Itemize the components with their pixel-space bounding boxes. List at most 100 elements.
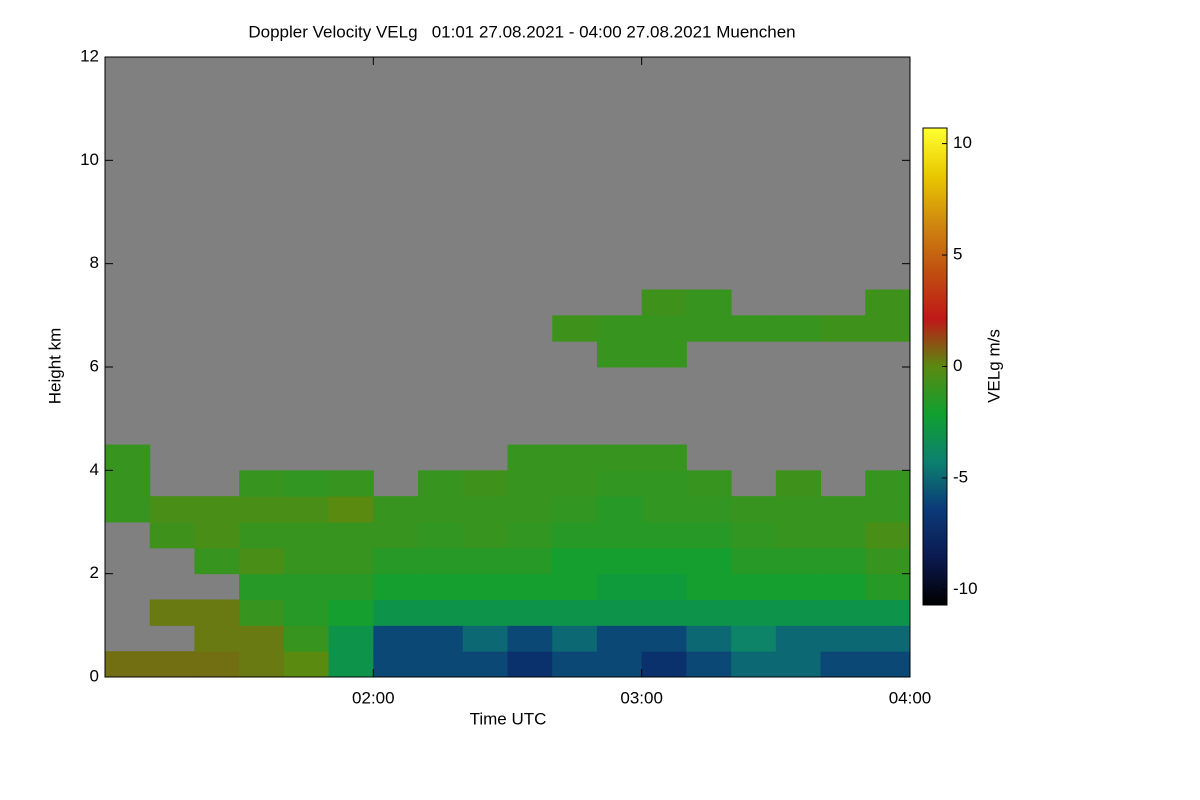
- heatmap-cell: [596, 341, 643, 368]
- heatmap-cell: [775, 573, 822, 600]
- heatmap-cell: [462, 470, 508, 497]
- heatmap-cell: [373, 573, 419, 600]
- heatmap-cell: [507, 547, 553, 575]
- heatmap-cell: [820, 522, 866, 549]
- heatmap-cell: [775, 625, 822, 652]
- heatmap-cell: [239, 573, 285, 600]
- heatmap-cell: [865, 599, 911, 626]
- y-tick-label: 0: [90, 666, 99, 685]
- heatmap-cell: [686, 289, 732, 316]
- heatmap-cell: [641, 522, 687, 549]
- heatmap-cell: [865, 470, 911, 497]
- colorbar-tick-label: 0: [953, 356, 962, 375]
- heatmap-cell: [641, 547, 687, 575]
- heatmap-cell: [507, 651, 553, 678]
- heatmap-cell: [641, 573, 687, 600]
- heatmap-cell: [596, 547, 643, 575]
- y-tick-label: 12: [80, 46, 99, 65]
- y-axis-label: Height km: [45, 328, 64, 405]
- heatmap-cell: [596, 625, 643, 652]
- heatmap-cell: [418, 651, 464, 678]
- heatmap-cell: [641, 341, 687, 368]
- colorbar-tick-label: 5: [953, 245, 962, 264]
- heatmap-cell: [820, 496, 866, 523]
- heatmap-cell: [686, 496, 732, 523]
- colorbar-label: VELg m/s: [984, 329, 1003, 403]
- chart-title: Doppler Velocity VELg 01:01 27.08.2021 -…: [248, 22, 795, 41]
- heatmap-cell: [641, 651, 687, 678]
- heatmap-cell: [731, 625, 777, 652]
- heatmap-cell: [194, 522, 240, 549]
- heatmap-cell: [552, 547, 598, 575]
- heatmap-cell: [373, 522, 419, 549]
- heatmap-cell: [641, 315, 687, 342]
- heatmap-cell: [373, 625, 419, 652]
- heatmap-cell: [686, 470, 732, 497]
- heatmap-cell: [596, 496, 643, 523]
- heatmap-cell: [641, 496, 687, 523]
- heatmap-cell: [462, 522, 508, 549]
- heatmap-cell: [641, 599, 687, 626]
- heatmap-cell: [596, 315, 643, 342]
- heatmap-cell: [194, 599, 240, 626]
- y-tick-label: 4: [90, 460, 99, 479]
- y-tick-label: 8: [90, 253, 99, 272]
- heatmap-cell: [865, 651, 911, 678]
- heatmap-cell: [552, 651, 598, 678]
- heatmap-cell: [686, 547, 732, 575]
- heatmap-cell: [105, 470, 151, 497]
- heatmap-cell: [641, 470, 687, 497]
- heatmap-cell: [865, 315, 911, 342]
- heatmap-cell: [194, 547, 240, 575]
- heatmap-cell: [820, 573, 866, 600]
- heatmap-cell: [194, 496, 240, 523]
- heatmap-cell: [283, 496, 330, 523]
- heatmap-cell: [283, 470, 330, 497]
- heatmap-cell: [820, 599, 866, 626]
- heatmap-cell: [283, 522, 330, 549]
- heatmap-cell: [105, 651, 151, 678]
- heatmap-cell: [149, 522, 195, 549]
- heatmap-cell: [775, 496, 822, 523]
- heatmap-cell: [775, 651, 822, 678]
- heatmap-cell: [507, 573, 553, 600]
- heatmap-cell: [596, 651, 643, 678]
- heatmap-cell: [552, 315, 598, 342]
- heatmap-cell: [373, 496, 419, 523]
- heatmap-cell: [462, 573, 508, 600]
- x-tick-label: 03:00: [620, 688, 663, 707]
- heatmap-cell: [552, 599, 598, 626]
- heatmap-cell: [686, 522, 732, 549]
- heatmap-cell: [820, 315, 866, 342]
- heatmap-cell: [731, 496, 777, 523]
- heatmap-cell: [462, 651, 508, 678]
- heatmap-cell: [731, 547, 777, 575]
- heatmap-cell: [552, 573, 598, 600]
- y-tick-label: 10: [80, 150, 99, 169]
- heatmap-cell: [775, 315, 822, 342]
- heatmap-cell: [194, 625, 240, 652]
- heatmap-cell: [552, 496, 598, 523]
- heatmap-cell: [328, 522, 374, 549]
- heatmap-cell: [283, 599, 330, 626]
- heatmap-cell: [328, 599, 374, 626]
- colorbar-tick-label: -10: [953, 579, 978, 598]
- heatmap-cell: [865, 573, 911, 600]
- heatmap-cell: [820, 547, 866, 575]
- colorbar-tick-label: -5: [953, 467, 968, 486]
- heatmap-cell: [149, 599, 195, 626]
- heatmap-cell: [775, 470, 822, 497]
- heatmap-cell: [596, 470, 643, 497]
- heatmap-cell: [775, 547, 822, 575]
- heatmap-cell: [418, 470, 464, 497]
- x-tick-label: 04:00: [889, 688, 932, 707]
- heatmap-cell: [641, 625, 687, 652]
- x-tick-label: 02:00: [352, 688, 395, 707]
- heatmap-cell: [462, 547, 508, 575]
- heatmap-cell: [239, 625, 285, 652]
- heatmap-cell: [283, 547, 330, 575]
- heatmap-cell: [239, 470, 285, 497]
- heatmap-cell: [865, 289, 911, 316]
- heatmap-cell: [328, 625, 374, 652]
